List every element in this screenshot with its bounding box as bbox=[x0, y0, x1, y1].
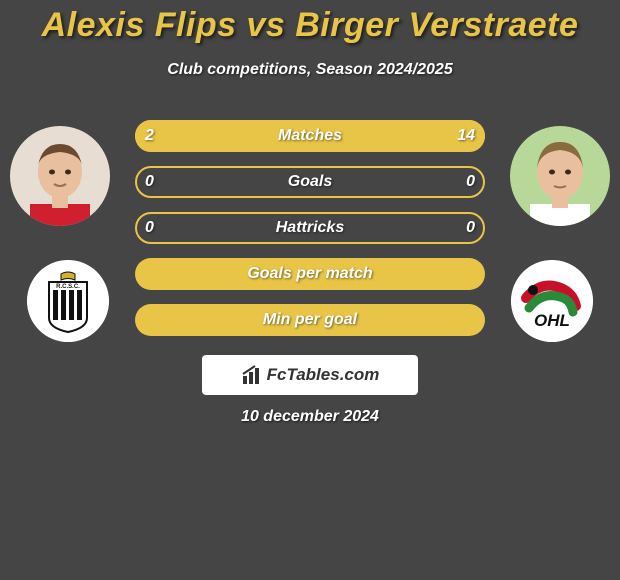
stat-value-left: 2 bbox=[135, 120, 164, 152]
player-left-club-badge: R.C.S.C. bbox=[27, 260, 109, 342]
stat-value-right: 14 bbox=[447, 120, 485, 152]
site-logo-text: FcTables.com bbox=[267, 365, 380, 385]
stat-row: Min per goal bbox=[135, 304, 485, 336]
stat-row: Matches2 14 bbox=[135, 120, 485, 152]
player-right-club-badge: OHL bbox=[511, 260, 593, 342]
stat-label: Goals per match bbox=[135, 258, 485, 290]
date-text: 10 december 2024 bbox=[0, 408, 620, 426]
stat-row: Goals0 0 bbox=[135, 166, 485, 198]
stat-value-right: 0 bbox=[456, 212, 485, 244]
player-left-avatar bbox=[10, 126, 110, 226]
stat-label: Goals bbox=[135, 166, 485, 198]
player-right-avatar bbox=[510, 126, 610, 226]
page-subtitle: Club competitions, Season 2024/2025 bbox=[0, 61, 620, 79]
stat-bars: Matches214Goals00Hattricks00Goals per ma… bbox=[135, 120, 485, 350]
stat-value-right: 0 bbox=[456, 166, 485, 198]
stat-label: Min per goal bbox=[135, 304, 485, 336]
stat-row: Hattricks0 0 bbox=[135, 212, 485, 244]
stat-label: Matches bbox=[135, 120, 485, 152]
stat-row: Goals per match bbox=[135, 258, 485, 290]
svg-text:OHL: OHL bbox=[534, 311, 570, 330]
svg-text:R.C.S.C.: R.C.S.C. bbox=[56, 284, 80, 290]
page-title: Alexis Flips vs Birger Verstraete bbox=[0, 0, 620, 45]
stat-value-left: 0 bbox=[135, 212, 164, 244]
stat-label: Hattricks bbox=[135, 212, 485, 244]
site-logo: FcTables.com bbox=[202, 355, 418, 395]
stat-value-left: 0 bbox=[135, 166, 164, 198]
chart-icon bbox=[241, 364, 263, 386]
